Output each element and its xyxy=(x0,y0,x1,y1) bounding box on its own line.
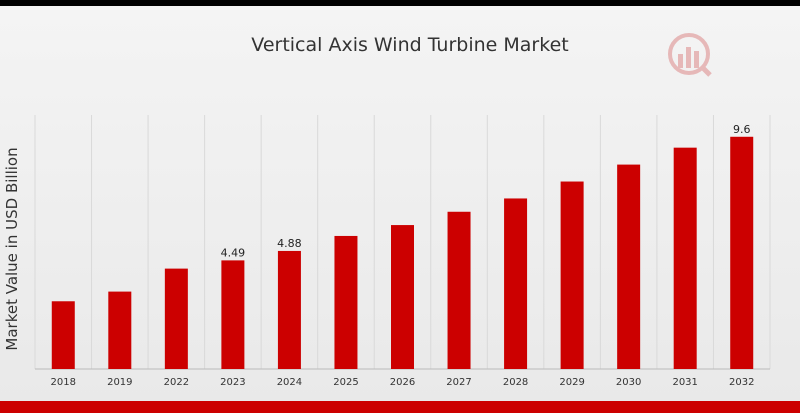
x-tick-label: 2032 xyxy=(729,377,754,388)
data-label: 9.6 xyxy=(733,123,751,136)
bar-2018 xyxy=(51,301,75,369)
data-label: 4.49 xyxy=(221,246,246,259)
x-tick-label: 2029 xyxy=(559,377,584,388)
bar-2027 xyxy=(447,211,471,369)
x-tick-label: 2019 xyxy=(107,377,132,388)
bar-2022 xyxy=(164,268,188,369)
bar-2024 xyxy=(277,250,301,369)
bar-2031 xyxy=(673,147,697,369)
x-tick-label: 2022 xyxy=(164,377,189,388)
footer-accent-bar xyxy=(0,401,800,413)
chart-title: Vertical Axis Wind Turbine Market xyxy=(251,34,569,56)
x-tick-label: 2028 xyxy=(503,377,528,388)
data-label: 4.88 xyxy=(277,237,302,250)
x-tick-labels: 2018 2019 2022 2023 2024 2025 2026 2027 2028 2029… xyxy=(51,377,755,388)
x-tick-label: 2025 xyxy=(333,377,358,388)
bar-2023 xyxy=(221,260,245,369)
grid-lines xyxy=(34,115,771,370)
bar-2019 xyxy=(108,291,132,369)
bar-2028 xyxy=(504,198,528,369)
brand-logo-icon xyxy=(668,33,712,77)
bar-2025 xyxy=(334,235,358,369)
x-tick-label: 2026 xyxy=(390,377,415,388)
bars xyxy=(51,136,754,369)
bar-2029 xyxy=(560,181,584,369)
x-tick-label: 2024 xyxy=(277,377,302,388)
x-tick-label: 2030 xyxy=(616,377,641,388)
x-tick-label: 2018 xyxy=(51,377,76,388)
x-tick-label: 2023 xyxy=(220,377,245,388)
bar-2032 xyxy=(730,136,754,369)
bar-2026 xyxy=(391,225,414,369)
bar-2030 xyxy=(617,164,641,369)
x-tick-label: 2027 xyxy=(446,377,471,388)
x-tick-label: 2031 xyxy=(672,377,697,388)
data-labels: 4.49 4.88 9.6 xyxy=(221,123,751,260)
